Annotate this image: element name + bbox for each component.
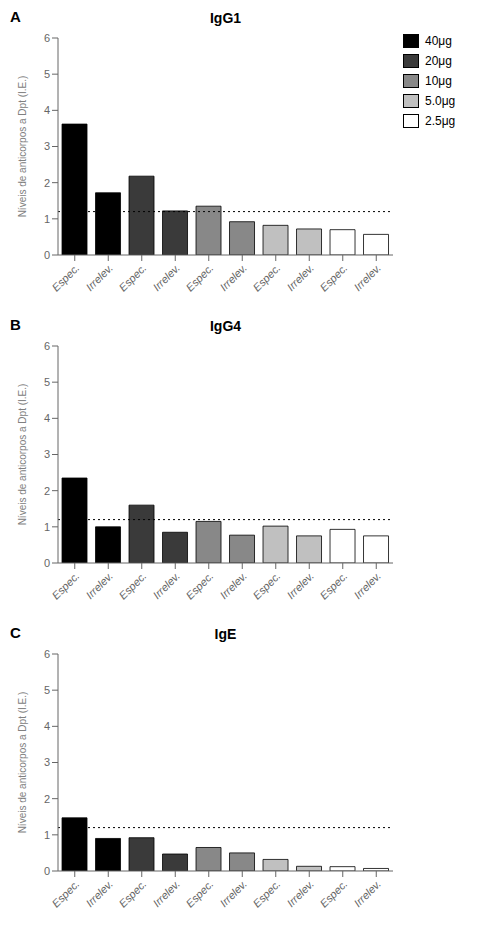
svg-text:Espec.: Espec. [49, 877, 81, 909]
svg-text:0: 0 [44, 557, 50, 569]
svg-text:Espec.: Espec. [183, 261, 215, 293]
svg-text:Níveis de anticorpos a Dpt (I.: Níveis de anticorpos a Dpt (I.E.) [17, 384, 28, 526]
svg-text:6: 6 [44, 32, 50, 44]
svg-text:Espec.: Espec. [317, 569, 349, 601]
svg-text:Irrelev.: Irrelev. [284, 261, 316, 293]
svg-text:Irrelev.: Irrelev. [284, 569, 316, 601]
svg-text:Espec.: Espec. [317, 877, 349, 909]
svg-text:Irrelev.: Irrelev. [217, 877, 249, 909]
svg-text:Irrelev.: Irrelev. [351, 877, 383, 909]
svg-text:3: 3 [44, 140, 50, 152]
html-text:B: B [10, 316, 21, 333]
svg-text:Espec.: Espec. [250, 261, 282, 293]
svg-text:Espec.: Espec. [116, 877, 148, 909]
svg-text:Espec.: Espec. [49, 569, 81, 601]
svg-text:Irrelev.: Irrelev. [150, 261, 182, 293]
html-text:40μg: 40μg [425, 34, 452, 48]
svg-text:Irrelev.: Irrelev. [150, 569, 182, 601]
svg-text:Espec.: Espec. [250, 877, 282, 909]
html-text:IgE: IgE [214, 626, 237, 642]
html-text:10μg: 10μg [425, 74, 452, 88]
svg-text:Irrelev.: Irrelev. [284, 877, 316, 909]
svg-text:Irrelev.: Irrelev. [217, 261, 249, 293]
svg-text:Irrelev.: Irrelev. [83, 261, 115, 293]
svg-text:Irrelev.: Irrelev. [351, 261, 383, 293]
html-text:20μg: 20μg [425, 54, 452, 68]
svg-text:Espec.: Espec. [183, 877, 215, 909]
svg-text:Espec.: Espec. [317, 261, 349, 293]
svg-text:4: 4 [44, 412, 50, 424]
svg-text:3: 3 [44, 448, 50, 460]
html-text:2.5μg: 2.5μg [425, 114, 456, 128]
svg-text:Irrelev.: Irrelev. [217, 569, 249, 601]
svg-text:Irrelev.: Irrelev. [150, 877, 182, 909]
svg-text:6: 6 [44, 340, 50, 352]
svg-text:Irrelev.: Irrelev. [83, 877, 115, 909]
svg-text:Espec.: Espec. [116, 569, 148, 601]
svg-text:2: 2 [44, 485, 50, 497]
svg-text:5: 5 [44, 684, 50, 696]
html-text:IgG1: IgG1 [209, 10, 242, 26]
svg-text:0: 0 [44, 865, 50, 877]
svg-text:Níveis de anticorpos a Dpt (I.: Níveis de anticorpos a Dpt (I.E.) [17, 76, 28, 218]
svg-text:5: 5 [44, 68, 50, 80]
html-text:C: C [10, 624, 21, 641]
svg-text:1: 1 [44, 829, 50, 841]
html-text:A: A [10, 8, 21, 25]
svg-text:Espec.: Espec. [183, 569, 215, 601]
svg-text:1: 1 [44, 521, 50, 533]
svg-text:6: 6 [44, 648, 50, 660]
svg-text:4: 4 [44, 104, 50, 116]
svg-text:2: 2 [44, 793, 50, 805]
html-text:IgG4: IgG4 [209, 318, 242, 334]
svg-text:4: 4 [44, 720, 50, 732]
svg-text:Irrelev.: Irrelev. [83, 569, 115, 601]
html-text:5.0μg: 5.0μg [425, 94, 456, 108]
svg-text:Espec.: Espec. [49, 261, 81, 293]
svg-text:Espec.: Espec. [116, 261, 148, 293]
svg-text:3: 3 [44, 756, 50, 768]
svg-text:Espec.: Espec. [250, 569, 282, 601]
svg-text:Irrelev.: Irrelev. [351, 569, 383, 601]
svg-text:Níveis de anticorpos a Dpt (I.: Níveis de anticorpos a Dpt (I.E.) [17, 692, 28, 834]
svg-text:5: 5 [44, 376, 50, 388]
svg-text:0: 0 [44, 249, 50, 261]
svg-text:1: 1 [44, 213, 50, 225]
svg-text:2: 2 [44, 177, 50, 189]
